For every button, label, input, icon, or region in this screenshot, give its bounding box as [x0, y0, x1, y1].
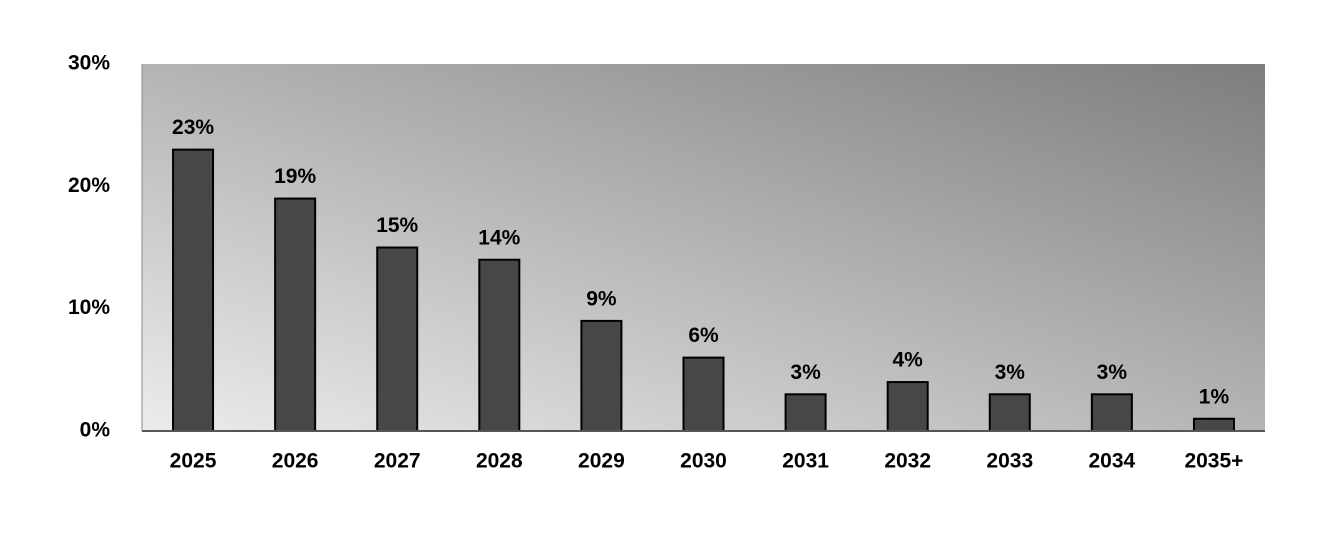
x-tick-label: 2035+	[1184, 450, 1243, 473]
y-tick-label: 20%	[68, 174, 110, 197]
x-tick-label: 2034	[1089, 450, 1136, 473]
bar	[376, 246, 419, 432]
value-label: 3%	[790, 361, 821, 384]
x-tick-label: 2033	[986, 450, 1033, 473]
x-tick-label: 2026	[272, 450, 319, 473]
x-tick-label: 2025	[170, 450, 217, 473]
value-label: 3%	[995, 361, 1026, 384]
x-tick-label: 2030	[680, 450, 727, 473]
value-label: 15%	[376, 214, 418, 237]
value-label: 23%	[172, 116, 214, 139]
y-tick-label: 30%	[68, 52, 110, 75]
value-label: 19%	[274, 165, 316, 188]
bar	[580, 319, 623, 432]
x-tick-label: 2032	[884, 450, 931, 473]
bar	[1090, 393, 1133, 432]
bar	[682, 356, 725, 433]
bar	[886, 381, 929, 433]
bar	[784, 393, 827, 432]
bar	[172, 148, 215, 432]
y-tick-label: 10%	[68, 296, 110, 319]
x-tick-label: 2028	[476, 450, 523, 473]
bar	[274, 197, 317, 432]
bar	[988, 393, 1031, 432]
value-label: 14%	[478, 226, 520, 249]
value-label: 6%	[688, 324, 719, 347]
value-label: 9%	[586, 287, 617, 310]
value-label: 3%	[1097, 361, 1128, 384]
bar	[1192, 417, 1235, 432]
y-tick-label: 0%	[80, 419, 111, 442]
value-label: 1%	[1199, 385, 1230, 408]
x-tick-label: 2027	[374, 450, 421, 473]
x-tick-label: 2031	[782, 450, 829, 473]
bar	[478, 258, 521, 432]
value-label: 4%	[893, 349, 924, 372]
x-tick-label: 2029	[578, 450, 625, 473]
